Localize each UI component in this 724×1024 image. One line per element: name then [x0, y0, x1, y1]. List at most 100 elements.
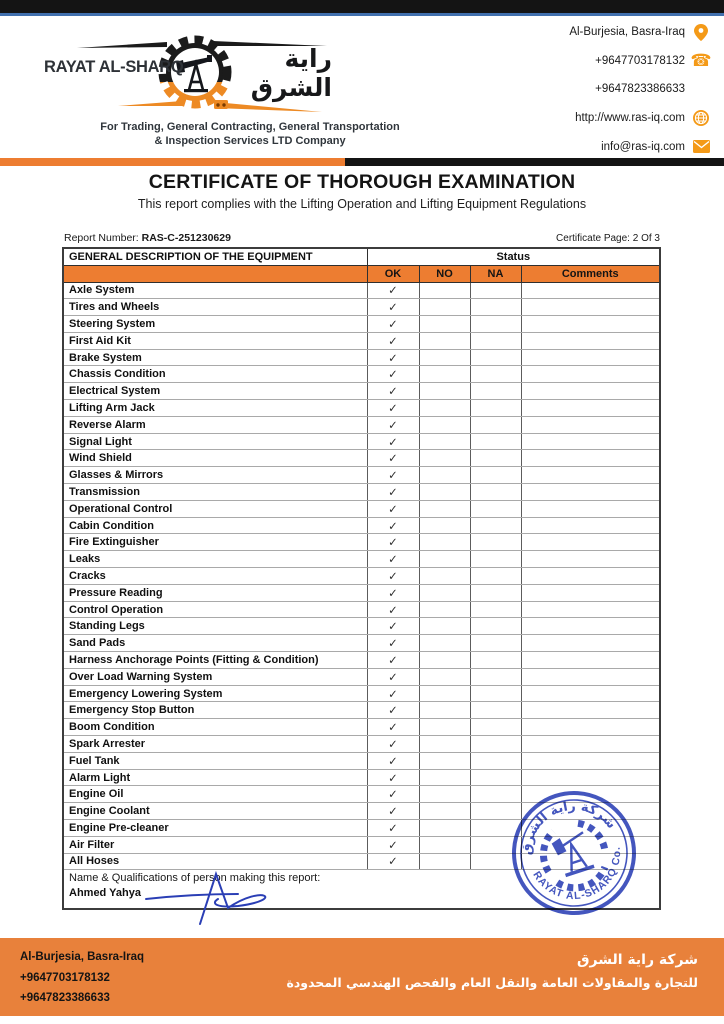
- no-cell: [418, 819, 471, 837]
- na-cell: [469, 365, 522, 384]
- na-cell: [469, 382, 522, 401]
- table-row: Boom Condition ✓: [62, 718, 661, 737]
- comments-cell: [520, 751, 661, 770]
- no-cell: [418, 348, 471, 367]
- no-cell: [418, 483, 471, 501]
- no-cell: [418, 735, 471, 753]
- equipment-name: All Hoses: [62, 852, 368, 871]
- table-row: All Hoses ✓: [62, 852, 661, 871]
- no-cell: [418, 432, 471, 451]
- contact-website: http://www.ras-iq.com: [575, 112, 685, 125]
- report-number-label: Report Number:: [64, 232, 139, 244]
- ok-check-cell: ✓: [366, 298, 420, 317]
- table-row: Axle System ✓: [62, 281, 661, 300]
- comments-cell: [520, 399, 661, 417]
- table-row: First Aid Kit ✓: [62, 331, 661, 350]
- equipment-name: Leaks: [62, 550, 368, 569]
- na-cell: [469, 516, 522, 535]
- equipment-table: GENERAL DESCRIPTION OF THE EQUIPMENT Sta…: [62, 247, 661, 910]
- table-row: Engine Pre-cleaner ✓: [62, 819, 661, 837]
- equipment-name: Brake System: [62, 348, 368, 367]
- ok-check-cell: ✓: [366, 550, 420, 569]
- comments-cell: [520, 583, 661, 602]
- no-cell: [418, 802, 471, 820]
- company-logo: RAYAT AL-SHARQ راية الشرق: [40, 20, 332, 132]
- contact-phone1-row: +9647703178132 ☎: [470, 47, 711, 76]
- equipment-name: Lifting Arm Jack: [62, 399, 368, 417]
- equipment-name: Wind Shield: [62, 449, 368, 468]
- ok-check-cell: ✓: [366, 567, 420, 585]
- equipment-table-body: Axle System ✓ Tires and Wheels ✓ Steerin…: [62, 281, 661, 871]
- no-cell: [418, 600, 471, 619]
- comments-cell: [520, 466, 661, 485]
- contact-email: info@ras-iq.com: [601, 140, 685, 153]
- equipment-name: Chassis Condition: [62, 365, 368, 384]
- comments-cell: [520, 281, 661, 300]
- table-row: Brake System ✓: [62, 348, 661, 367]
- certificate-subtitle: This report complies with the Lifting Op…: [137, 197, 587, 211]
- envelope-icon: [692, 138, 710, 156]
- comments-cell: [520, 550, 661, 569]
- na-cell: [469, 550, 522, 569]
- no-cell: [418, 331, 471, 350]
- equipment-name: Air Filter: [62, 835, 368, 854]
- equipment-name: Tires and Wheels: [62, 298, 368, 317]
- na-cell: [469, 415, 522, 434]
- no-cell: [418, 852, 471, 871]
- comments-cell: [520, 499, 661, 518]
- na-cell: [469, 583, 522, 602]
- comments-cell: [520, 516, 661, 535]
- comments-cell: [520, 617, 661, 636]
- no-cell: [418, 785, 471, 804]
- company-tagline: For Trading, General Contracting, Genera…: [85, 121, 415, 148]
- footer-arabic-line1: شركة راية الشرق: [577, 952, 698, 968]
- no-cell: [418, 315, 471, 333]
- equipment-name: Cracks: [62, 567, 368, 585]
- equipment-name: Glasses & Mirrors: [62, 466, 368, 485]
- ok-check-cell: ✓: [366, 651, 420, 669]
- report-number-value: RAS-C-251230629: [141, 232, 231, 244]
- comments-cell: [520, 432, 661, 451]
- footer-phone1: +9647703178132: [20, 971, 110, 984]
- no-cell: [418, 382, 471, 401]
- header-divider-bar: [0, 158, 724, 166]
- no-cell: [418, 516, 471, 535]
- comments-cell: [520, 768, 661, 787]
- na-cell: [469, 331, 522, 350]
- tagline-line2: & Inspection Services LTD Company: [154, 134, 346, 147]
- table-row: Sand Pads ✓: [62, 634, 661, 653]
- no-cell: [418, 617, 471, 636]
- table-row: Fire Extinguisher ✓: [62, 533, 661, 552]
- equipment-name: Alarm Light: [62, 768, 368, 787]
- na-cell: [469, 298, 522, 317]
- comments-cell: [520, 382, 661, 401]
- location-pin-icon: [692, 23, 710, 41]
- comments-cell: [520, 365, 661, 384]
- ok-check-cell: ✓: [366, 415, 420, 434]
- comments-cell: [520, 315, 661, 333]
- company-stamp: شركة راية الشرق RAYAT AL-SHARQ Co.: [509, 788, 636, 915]
- equipment-name: Harness Anchorage Points (Fitting & Cond…: [62, 651, 368, 669]
- certificate-page-value: 2 Of 3: [632, 233, 660, 244]
- equipment-name: Emergency Lowering System: [62, 684, 368, 703]
- comments-cell: [520, 331, 661, 350]
- comments-cell: [520, 634, 661, 653]
- comments-cell: [520, 718, 661, 737]
- ok-check-cell: ✓: [366, 483, 420, 501]
- table-row: Cracks ✓: [62, 567, 661, 585]
- col-no: NO: [418, 264, 471, 283]
- certificate-page: Certificate Page: 2 Of 3: [556, 233, 660, 244]
- table-row: Leaks ✓: [62, 550, 661, 569]
- na-cell: [469, 617, 522, 636]
- comments-cell: [520, 600, 661, 619]
- na-cell: [469, 735, 522, 753]
- comments-cell: [520, 735, 661, 753]
- footer-arabic-line2: للتجارة والمقاولات العامة والنقل العام و…: [286, 975, 699, 990]
- ok-check-cell: ✓: [366, 852, 420, 871]
- ok-check-cell: ✓: [366, 785, 420, 804]
- na-cell: [469, 751, 522, 770]
- no-cell: [418, 835, 471, 854]
- footer-phone2: +9647823386633: [20, 992, 110, 1004]
- no-cell: [418, 583, 471, 602]
- table-row: Fuel Tank ✓: [62, 751, 661, 770]
